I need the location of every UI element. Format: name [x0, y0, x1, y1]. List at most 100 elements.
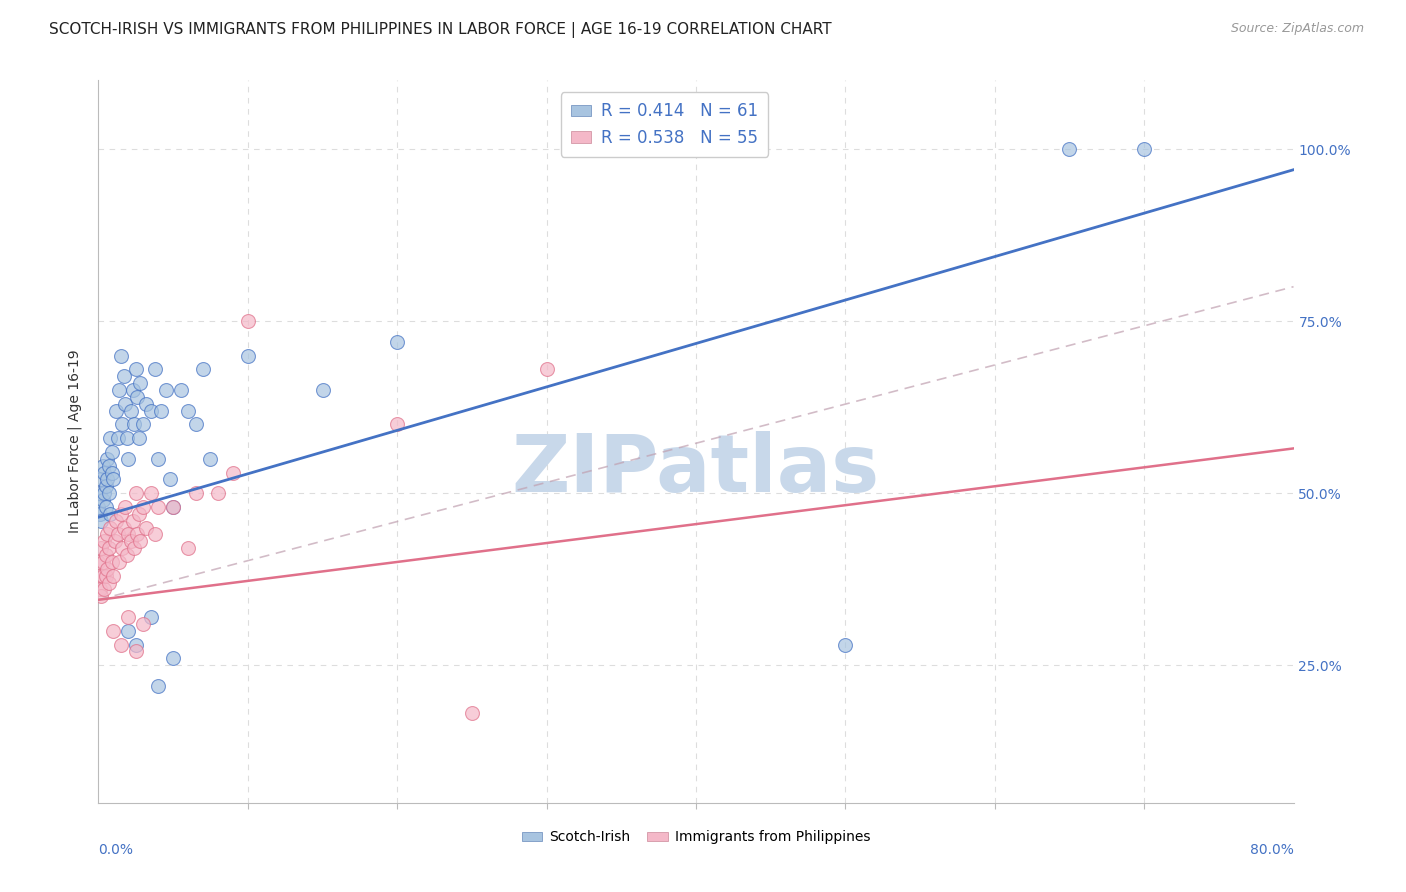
Point — [97, 458, 120, 473]
Point — [94, 500, 117, 514]
Point — [834, 638, 856, 652]
Point — [98, 431, 122, 445]
Point — [114, 500, 136, 514]
Point — [93, 582, 115, 597]
Point — [87, 500, 110, 514]
Point — [128, 431, 150, 445]
Point — [236, 314, 259, 328]
Point — [177, 541, 200, 556]
Point — [94, 568, 117, 582]
Point — [184, 486, 207, 500]
Point — [129, 376, 152, 390]
Point — [207, 486, 229, 500]
Point — [114, 397, 136, 411]
Point — [125, 362, 148, 376]
Point — [89, 486, 111, 500]
Point — [107, 431, 129, 445]
Point — [124, 541, 146, 556]
Point — [132, 616, 155, 631]
Point — [461, 706, 484, 721]
Point — [104, 534, 127, 549]
Point — [89, 507, 111, 521]
Point — [110, 638, 132, 652]
Point — [311, 383, 333, 397]
Point — [143, 362, 166, 376]
Point — [94, 479, 117, 493]
Text: 0.0%: 0.0% — [98, 843, 134, 856]
Point — [112, 520, 135, 534]
Point — [91, 458, 114, 473]
Point — [115, 431, 138, 445]
Point — [162, 500, 184, 514]
Point — [150, 403, 173, 417]
Point — [132, 500, 155, 514]
Point — [159, 472, 181, 486]
Point — [93, 486, 115, 500]
Point — [98, 507, 122, 521]
Point — [148, 451, 170, 466]
Point — [385, 334, 409, 349]
Point — [177, 403, 200, 417]
Point — [103, 568, 125, 582]
Point — [117, 451, 139, 466]
Point — [101, 445, 124, 459]
Point — [155, 383, 177, 397]
Point — [222, 466, 245, 480]
Point — [191, 362, 214, 376]
Point — [117, 527, 139, 541]
Point — [127, 527, 149, 541]
Point — [105, 514, 128, 528]
Point — [129, 534, 152, 549]
Point — [110, 507, 132, 521]
Point — [148, 679, 170, 693]
Y-axis label: In Labor Force | Age 16-19: In Labor Force | Age 16-19 — [67, 350, 83, 533]
Point — [111, 417, 134, 432]
Point — [135, 397, 157, 411]
Point — [97, 486, 120, 500]
Point — [93, 466, 115, 480]
Point — [128, 507, 150, 521]
Point — [111, 541, 134, 556]
Point — [184, 417, 207, 432]
Point — [1059, 142, 1081, 156]
Point — [96, 472, 118, 486]
Point — [91, 568, 114, 582]
Point — [101, 466, 124, 480]
Point — [90, 541, 112, 556]
Point — [107, 527, 129, 541]
Point — [103, 624, 125, 638]
Point — [93, 534, 115, 549]
Point — [124, 417, 146, 432]
Point — [127, 390, 149, 404]
Point — [385, 417, 409, 432]
Point — [91, 493, 114, 508]
Point — [139, 610, 162, 624]
Point — [1133, 142, 1156, 156]
Point — [96, 451, 118, 466]
Point — [125, 486, 148, 500]
Point — [200, 451, 222, 466]
Point — [105, 403, 128, 417]
Point — [117, 610, 139, 624]
Point — [125, 638, 148, 652]
Point — [97, 541, 120, 556]
Point — [148, 500, 170, 514]
Point — [101, 555, 124, 569]
Point — [162, 651, 184, 665]
Point — [96, 527, 118, 541]
Point — [89, 568, 111, 582]
Point — [91, 555, 114, 569]
Point — [132, 417, 155, 432]
Point — [94, 548, 117, 562]
Point — [236, 349, 259, 363]
Point — [108, 555, 131, 569]
Point — [120, 403, 142, 417]
Legend: Scotch-Irish, Immigrants from Philippines: Scotch-Irish, Immigrants from Philippine… — [516, 825, 876, 850]
Point — [169, 383, 191, 397]
Point — [96, 562, 118, 576]
Point — [121, 514, 143, 528]
Point — [98, 520, 122, 534]
Point — [110, 349, 132, 363]
Point — [90, 590, 112, 604]
Text: Source: ZipAtlas.com: Source: ZipAtlas.com — [1230, 22, 1364, 36]
